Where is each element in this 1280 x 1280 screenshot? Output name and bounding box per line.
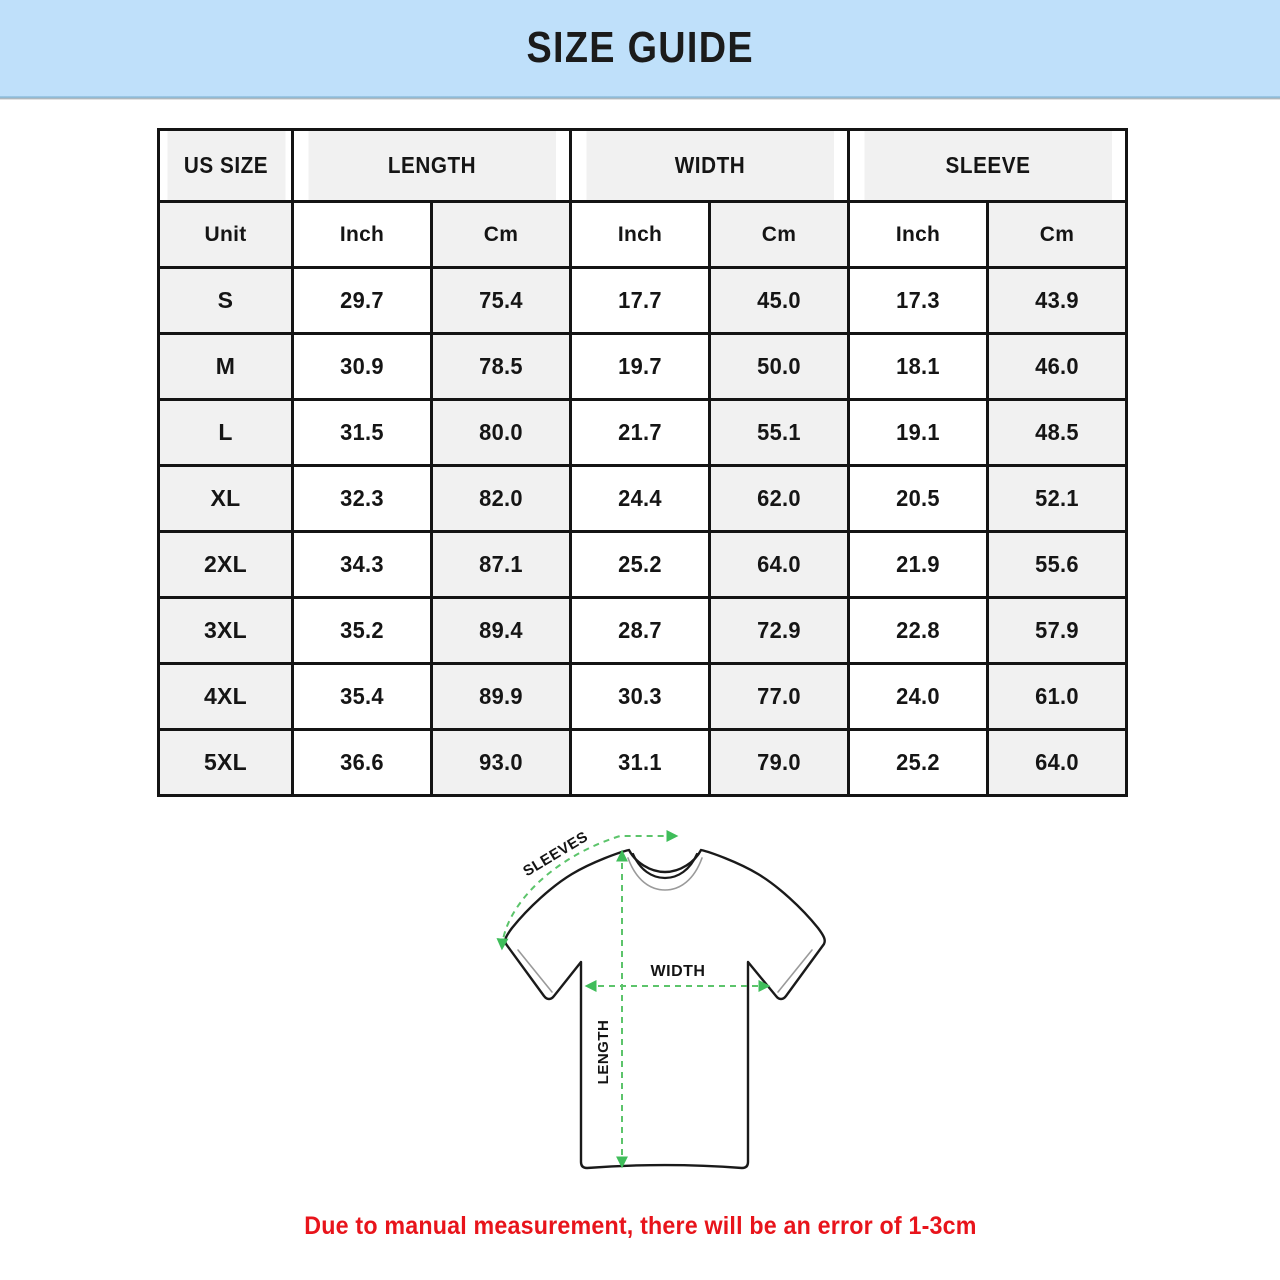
table-row: 5XL 36.6 93.0 31.1 79.0 25.2 64.0 <box>157 728 1129 797</box>
header-length-cm: Cm <box>430 200 572 269</box>
page-title: SIZE GUIDE <box>526 23 754 72</box>
cell-length-in: 29.7 <box>291 266 433 335</box>
cell-length-cm: 89.4 <box>430 596 572 665</box>
cell-sleeve-in: 21.9 <box>847 530 989 599</box>
cell-length-in: 30.9 <box>291 332 433 401</box>
cell-size: 5XL <box>157 728 294 797</box>
header-sleeve: SLEEVE <box>861 128 1114 203</box>
header-sleeve-cm: Cm <box>985 200 1129 269</box>
header-us-size: US SIZE <box>163 128 288 203</box>
cell-length-in: 36.6 <box>291 728 433 797</box>
cell-width-in: 25.2 <box>569 530 711 599</box>
sleeve-cuff-seams <box>517 949 813 993</box>
cell-sleeve-in: 18.1 <box>847 332 989 401</box>
cell-width-in: 19.7 <box>569 332 711 401</box>
tshirt-diagram: SLEEVES WIDTH LENGTH <box>440 800 860 1215</box>
cell-sleeve-in: 25.2 <box>847 728 989 797</box>
cell-width-in: 21.7 <box>569 398 711 467</box>
cell-sleeve-cm: 46.0 <box>985 332 1129 401</box>
header-band: SIZE GUIDE <box>0 0 1280 96</box>
cell-width-in: 17.7 <box>569 266 711 335</box>
table-row: M 30.9 78.5 19.7 50.0 18.1 46.0 <box>157 332 1129 401</box>
cell-width-cm: 62.0 <box>708 464 850 533</box>
cell-width-in: 24.4 <box>569 464 711 533</box>
cell-length-in: 35.2 <box>291 596 433 665</box>
width-label: WIDTH <box>651 963 706 980</box>
cell-size: S <box>157 266 294 335</box>
table-row: XL 32.3 82.0 24.4 62.0 20.5 52.1 <box>157 464 1129 533</box>
header-length-inch: Inch <box>291 200 433 269</box>
cell-sleeve-cm: 64.0 <box>985 728 1129 797</box>
header-divider <box>0 96 1280 100</box>
table-row: 3XL 35.2 89.4 28.7 72.9 22.8 57.9 <box>157 596 1129 665</box>
cell-sleeve-cm: 43.9 <box>985 266 1129 335</box>
size-chart-table: US SIZE LENGTH WIDTH SLEEVE Unit Inch Cm… <box>157 128 1129 797</box>
group-header-row: US SIZE LENGTH WIDTH SLEEVE <box>159 128 1127 203</box>
header-length: LENGTH <box>305 128 558 203</box>
cell-sleeve-cm: 52.1 <box>985 464 1129 533</box>
cell-sleeve-cm: 57.9 <box>985 596 1129 665</box>
table-row: S 29.7 75.4 17.7 45.0 17.3 43.9 <box>157 266 1129 335</box>
table-row: 2XL 34.3 87.1 25.2 64.0 21.9 55.6 <box>157 530 1129 599</box>
cell-width-cm: 77.0 <box>708 662 850 731</box>
cell-length-cm: 78.5 <box>430 332 572 401</box>
unit-header-row: Unit Inch Cm Inch Cm Inch Cm <box>157 200 1129 269</box>
header-sleeve-inch: Inch <box>847 200 989 269</box>
cell-sleeve-in: 22.8 <box>847 596 989 665</box>
header-width-inch: Inch <box>569 200 711 269</box>
table-head: US SIZE LENGTH WIDTH SLEEVE Unit Inch Cm… <box>157 128 1129 269</box>
cell-width-in: 28.7 <box>569 596 711 665</box>
header-unit: Unit <box>157 200 294 269</box>
cell-width-cm: 45.0 <box>708 266 850 335</box>
table-row: L 31.5 80.0 21.7 55.1 19.1 48.5 <box>157 398 1129 467</box>
header-width: WIDTH <box>583 128 836 203</box>
cell-size: 2XL <box>157 530 294 599</box>
disclaimer-text: Due to manual measurement, there will be… <box>303 1212 977 1240</box>
cell-length-cm: 87.1 <box>430 530 572 599</box>
cell-width-cm: 72.9 <box>708 596 850 665</box>
cell-length-in: 35.4 <box>291 662 433 731</box>
cell-length-cm: 93.0 <box>430 728 572 797</box>
table-row: 4XL 35.4 89.9 30.3 77.0 24.0 61.0 <box>157 662 1129 731</box>
cell-size: 4XL <box>157 662 294 731</box>
cell-width-in: 30.3 <box>569 662 711 731</box>
cell-length-in: 32.3 <box>291 464 433 533</box>
cell-size: 3XL <box>157 596 294 665</box>
cell-width-cm: 64.0 <box>708 530 850 599</box>
measurement-disclaimer: Due to manual measurement, there will be… <box>0 1212 1280 1241</box>
cell-size: L <box>157 398 294 467</box>
cell-width-in: 31.1 <box>569 728 711 797</box>
sleeves-measure-line <box>496 830 679 951</box>
cell-sleeve-in: 24.0 <box>847 662 989 731</box>
size-table-container: US SIZE LENGTH WIDTH SLEEVE Unit Inch Cm… <box>157 128 1129 797</box>
cell-width-cm: 55.1 <box>708 398 850 467</box>
cell-length-cm: 89.9 <box>430 662 572 731</box>
table-body: S 29.7 75.4 17.7 45.0 17.3 43.9 M 30.9 7… <box>157 266 1129 797</box>
cell-sleeve-in: 20.5 <box>847 464 989 533</box>
cell-length-cm: 82.0 <box>430 464 572 533</box>
cell-sleeve-cm: 61.0 <box>985 662 1129 731</box>
cell-length-cm: 80.0 <box>430 398 572 467</box>
tshirt-outline <box>504 848 826 1170</box>
cell-length-in: 34.3 <box>291 530 433 599</box>
cell-size: XL <box>157 464 294 533</box>
length-label: LENGTH <box>595 1020 612 1085</box>
cell-size: M <box>157 332 294 401</box>
cell-sleeve-cm: 55.6 <box>985 530 1129 599</box>
cell-sleeve-cm: 48.5 <box>985 398 1129 467</box>
cell-sleeve-in: 19.1 <box>847 398 989 467</box>
cell-length-cm: 75.4 <box>430 266 572 335</box>
cell-sleeve-in: 17.3 <box>847 266 989 335</box>
cell-width-cm: 50.0 <box>708 332 850 401</box>
cell-length-in: 31.5 <box>291 398 433 467</box>
header-width-cm: Cm <box>708 200 850 269</box>
cell-width-cm: 79.0 <box>708 728 850 797</box>
